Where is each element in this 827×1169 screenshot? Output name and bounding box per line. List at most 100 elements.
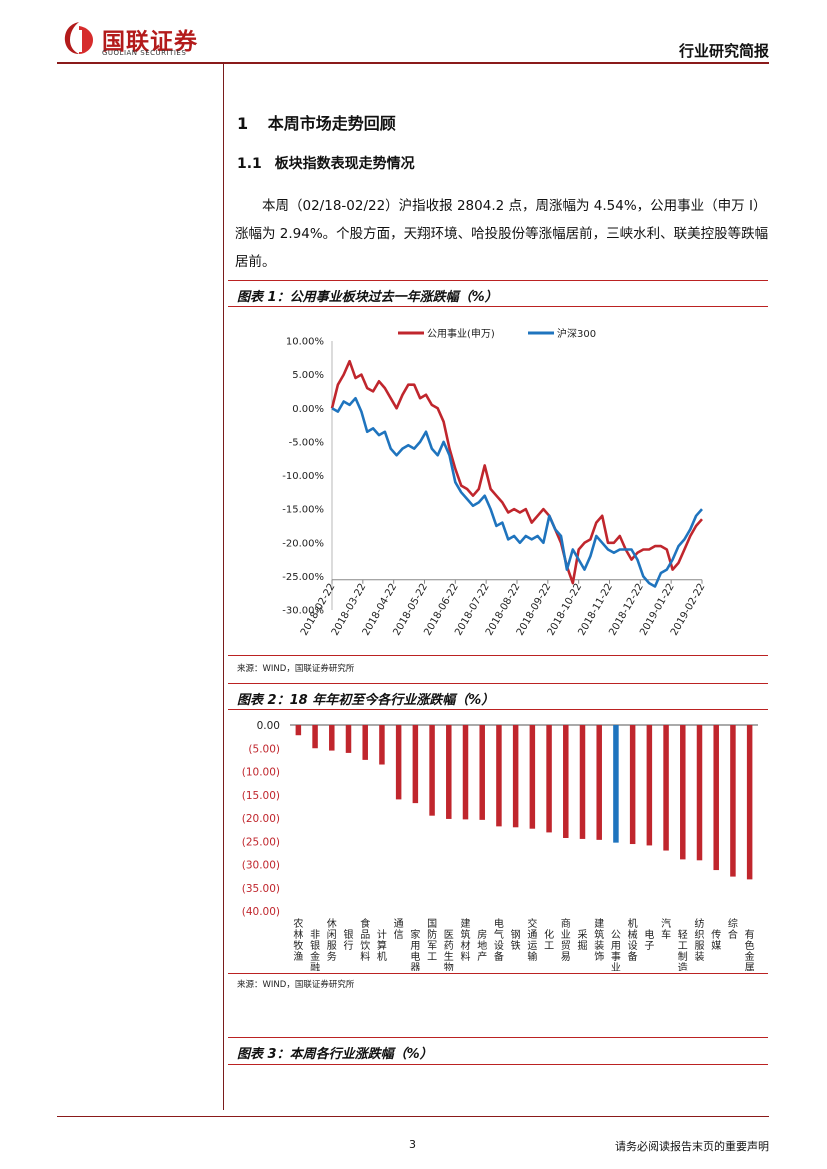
bar	[546, 725, 552, 833]
y-tick-label: 10.00%	[286, 337, 324, 348]
category-label: 通信	[394, 918, 404, 941]
figure-2-source: 来源：WIND，国联证券研究所	[237, 980, 355, 990]
category-label: 传媒	[711, 929, 721, 952]
bar	[730, 725, 736, 877]
y-tick-label: -20.00%	[282, 538, 324, 549]
category-label: 纺织服装	[695, 917, 705, 963]
bar	[379, 725, 385, 765]
category-label: 交通运输	[527, 917, 537, 963]
bar	[395, 725, 402, 800]
logo-mark-icon	[64, 22, 93, 54]
category-label: 农林牧渔	[293, 917, 303, 963]
y-tick-label: (35.00)	[242, 883, 280, 895]
figure-3-title: 图表 3：本周各行业涨跌幅（%）	[237, 1047, 433, 1062]
category-label: 电子	[644, 928, 654, 952]
y-tick-label: (15.00)	[242, 790, 280, 802]
category-label: 公用事业	[611, 930, 621, 971]
y-tick-label: -25.00%	[282, 572, 324, 583]
bar	[512, 725, 519, 828]
bar	[446, 725, 452, 819]
category-label: 汽车	[661, 917, 671, 941]
figure-2-title: 图表 2：18 年年初至今各行业涨跌幅（%）	[237, 693, 495, 708]
category-label: 房地产	[477, 928, 487, 963]
y-tick-label: (25.00)	[242, 836, 280, 848]
logo-text: 国联证券	[102, 29, 198, 55]
bar	[746, 725, 753, 880]
category-label: 休闲服务	[327, 918, 337, 963]
bar	[663, 725, 669, 851]
bar	[312, 725, 318, 749]
y-tick-label: -30.00%	[282, 606, 324, 617]
page-number: 3	[409, 1138, 416, 1151]
bar	[596, 725, 602, 840]
bar	[429, 725, 435, 816]
disclaimer: 请务必阅读报告末页的重要声明	[615, 1140, 769, 1153]
category-label: 轻工制造	[678, 928, 688, 971]
bar	[479, 725, 485, 820]
category-label: 计算机	[377, 928, 387, 963]
summary-paragraph: 本周（02/18-02/22）沪指收报 2804.2 点，周涨幅为 4.54%，…	[235, 198, 769, 270]
subsection-title: 板块指数表现走势情况	[274, 156, 415, 172]
category-label: 非银金融	[310, 929, 320, 971]
category-label: 食品饮料	[360, 917, 370, 963]
y-tick-label: (40.00)	[242, 906, 280, 918]
figure-3-title-rule	[228, 1064, 768, 1065]
bar	[462, 725, 469, 820]
legend-label: 沪深300	[557, 327, 596, 340]
category-label: 商业贸易	[561, 917, 571, 963]
figure-1-bottom-rule	[228, 655, 768, 656]
figure-2-bottom-rule	[228, 973, 768, 974]
bar	[529, 725, 536, 829]
logo-subtext: GUOLIAN SECURITIES	[102, 49, 187, 57]
bar	[345, 725, 352, 753]
bar	[329, 725, 335, 751]
legend-label: 公用事业(申万)	[427, 327, 495, 340]
category-label: 家用电器	[410, 928, 420, 971]
figure-1-title-rule	[228, 306, 768, 307]
bar	[496, 725, 502, 827]
bar	[629, 725, 636, 845]
category-label: 机械设备	[628, 917, 638, 963]
y-tick-label: 5.00%	[292, 370, 324, 381]
category-label: 电气设备	[494, 917, 504, 963]
category-label: 医药生物	[444, 929, 454, 971]
category-label: 采掘	[578, 929, 588, 952]
y-tick-label: -10.00%	[282, 471, 324, 482]
section-number: 1	[237, 114, 249, 133]
bar	[696, 725, 703, 861]
figure-1-title: 图表 1：公用事业板块过去一年涨跌幅（%）	[237, 290, 498, 305]
subsection-heading: 1.1 板块指数表现走势情况	[237, 153, 415, 173]
y-tick-label: (20.00)	[242, 813, 280, 825]
header-divider	[57, 62, 769, 64]
category-label: 化工	[544, 928, 554, 952]
category-label: 银行	[344, 928, 354, 952]
figure-1-source: 来源：WIND，国联证券研究所	[237, 664, 355, 674]
bar	[579, 725, 586, 839]
section-heading: 1 本周市场走势回顾	[237, 110, 396, 134]
series-line-csi300	[331, 396, 703, 588]
bar	[563, 725, 569, 838]
figure-2-top-rule	[228, 683, 768, 684]
footer-divider	[57, 1116, 769, 1117]
y-tick-label: 0.00%	[292, 404, 324, 415]
category-label: 综合	[728, 917, 738, 941]
series-line-utilities	[330, 359, 703, 585]
figure-3-top-rule	[228, 1037, 768, 1038]
bar	[680, 725, 686, 860]
bar	[646, 725, 653, 846]
bar	[613, 725, 619, 843]
y-tick-label: -5.00%	[289, 437, 324, 448]
bar	[713, 725, 719, 871]
y-tick-label: (5.00)	[248, 743, 280, 755]
category-label: 建筑材料	[461, 917, 471, 963]
y-tick-label: 0.00	[257, 720, 280, 732]
bar	[295, 725, 302, 736]
logo: 国联证券 GUOLIAN SECURITIES	[62, 20, 212, 60]
category-label: 国防军工	[427, 918, 437, 963]
y-tick-label: -15.00%	[282, 505, 324, 516]
bar	[412, 725, 419, 804]
line-chart: 10.00% 5.00% 0.00% -5.00% -10.00% -15.00% -20.…	[282, 327, 707, 638]
y-tick-label: (10.00)	[242, 767, 280, 779]
category-label: 钢铁	[511, 928, 521, 952]
figure-1-top-rule	[228, 280, 768, 281]
